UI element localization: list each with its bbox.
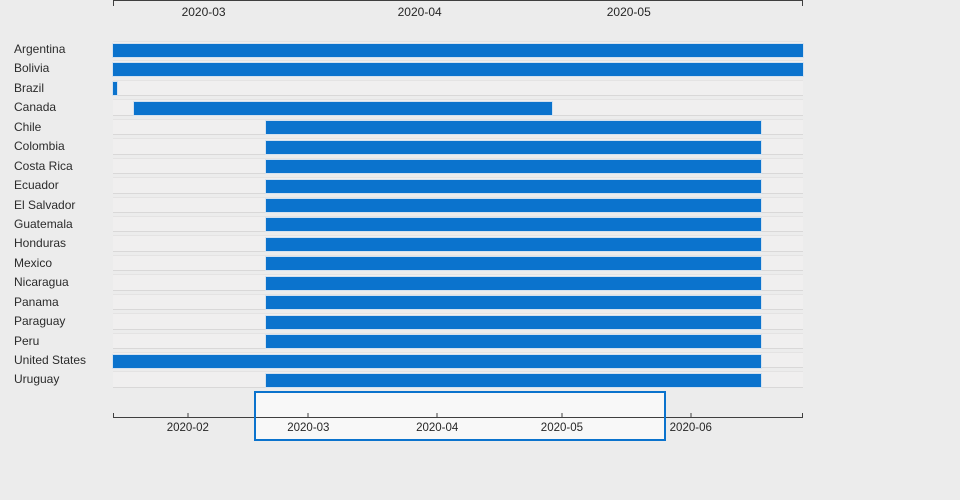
axis-tick bbox=[690, 413, 692, 418]
axis-endcap-left bbox=[113, 413, 114, 418]
axis-tick bbox=[436, 413, 438, 418]
gantt-row bbox=[113, 254, 803, 273]
row-label: Bolivia bbox=[14, 61, 50, 76]
gantt-bar[interactable] bbox=[266, 257, 762, 271]
gantt-bar[interactable] bbox=[266, 315, 762, 329]
gantt-bar[interactable] bbox=[266, 140, 762, 154]
axis-tick bbox=[561, 413, 563, 418]
row-label: Colombia bbox=[14, 139, 65, 154]
gantt-bar[interactable] bbox=[133, 101, 553, 115]
brush-fill bbox=[254, 391, 666, 441]
axis-tick-label: 2020-06 bbox=[669, 422, 712, 434]
gantt-row bbox=[113, 40, 803, 59]
gantt-row bbox=[113, 196, 803, 215]
gantt-row bbox=[113, 332, 803, 351]
gantt-row bbox=[113, 79, 803, 98]
gantt-row bbox=[113, 59, 803, 78]
axis-tick-label: 2020-05 bbox=[540, 422, 584, 434]
y-axis-country-labels: Argentina Bolivia Brazil Canada Chile Colombi… bbox=[0, 40, 113, 390]
axis-endcap-right bbox=[802, 413, 803, 418]
gantt-row bbox=[113, 215, 803, 234]
overview-x-axis: 2020-02 2020-03 2020-04 2020-05 2020-06 bbox=[113, 413, 803, 434]
axis-tick-label: 2020-04 bbox=[416, 422, 459, 434]
gantt-row bbox=[113, 273, 803, 292]
row-label: Nicaragua bbox=[14, 275, 69, 290]
axis-endcap-left bbox=[113, 1, 114, 6]
axis-tick bbox=[307, 413, 309, 418]
axis-tick bbox=[419, 0, 421, 1]
axis-tick bbox=[187, 413, 189, 418]
gantt-rows bbox=[113, 40, 803, 390]
gantt-bar[interactable] bbox=[266, 237, 762, 251]
gantt-bar[interactable] bbox=[266, 296, 762, 310]
gantt-bar[interactable] bbox=[266, 179, 762, 193]
gantt-bar[interactable] bbox=[113, 82, 117, 96]
row-label: Argentina bbox=[14, 42, 66, 56]
gantt-row bbox=[113, 176, 803, 195]
gantt-bar[interactable] bbox=[266, 218, 762, 232]
gantt-bar[interactable] bbox=[113, 43, 803, 57]
gantt-row bbox=[113, 234, 803, 253]
axis-tick bbox=[628, 0, 630, 1]
row-label: Paraguay bbox=[14, 314, 66, 329]
main-x-axis: 2020-03 2020-04 2020-05 bbox=[113, 0, 803, 19]
row-label: Ecuador bbox=[14, 178, 59, 193]
row-label: El Salvador bbox=[14, 197, 76, 212]
gantt-bar[interactable] bbox=[266, 373, 762, 387]
row-label: Canada bbox=[14, 100, 57, 115]
gantt-bar[interactable] bbox=[113, 354, 762, 368]
gantt-row bbox=[113, 118, 803, 137]
row-label: Uruguay bbox=[14, 372, 60, 387]
row-label: Honduras bbox=[14, 236, 67, 251]
axis-tick-label: 2020-03 bbox=[287, 422, 330, 434]
row-label: Costa Rica bbox=[14, 158, 73, 173]
gantt-bar[interactable] bbox=[266, 160, 762, 174]
axis-tick-label: 2020-05 bbox=[606, 5, 651, 19]
axis-tick-label: 2020-02 bbox=[166, 422, 209, 434]
row-track bbox=[113, 79, 803, 97]
row-label: Chile bbox=[14, 119, 42, 134]
row-label: United States bbox=[14, 353, 87, 368]
gantt-row bbox=[113, 98, 803, 117]
row-label: Guatemala bbox=[14, 216, 73, 231]
gantt-row bbox=[113, 157, 803, 176]
axis-tick bbox=[203, 0, 205, 1]
gantt-row bbox=[113, 370, 803, 389]
gantt-row bbox=[113, 293, 803, 312]
gantt-bar[interactable] bbox=[266, 199, 762, 213]
brush-selection[interactable] bbox=[254, 391, 666, 441]
gantt-bar[interactable] bbox=[266, 121, 762, 135]
overview-chart: 2020-02 2020-03 2020-04 2020-05 2020-06 bbox=[113, 391, 803, 441]
gantt-bar[interactable] bbox=[266, 335, 762, 349]
gantt-bar[interactable] bbox=[113, 62, 803, 76]
gantt-row bbox=[113, 312, 803, 331]
row-label: Panama bbox=[14, 294, 59, 309]
gantt-row bbox=[113, 137, 803, 156]
gantt-bar[interactable] bbox=[266, 276, 762, 290]
row-label: Mexico bbox=[14, 255, 53, 270]
axis-endcap-right bbox=[802, 1, 803, 6]
axis-tick-label: 2020-03 bbox=[181, 5, 226, 19]
axis-tick-label: 2020-04 bbox=[397, 5, 442, 19]
row-label: Peru bbox=[14, 333, 40, 348]
gantt-row bbox=[113, 351, 803, 370]
row-label: Brazil bbox=[14, 80, 45, 95]
